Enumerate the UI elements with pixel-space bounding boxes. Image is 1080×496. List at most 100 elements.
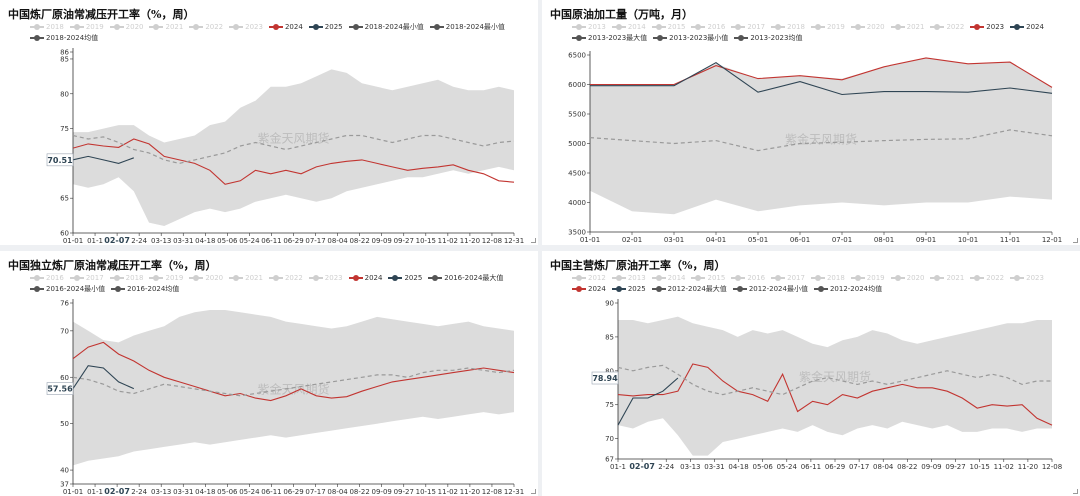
legend-item[interactable]: 2012-2024最小值 [732, 284, 808, 295]
legend-label: 2013-2023最小值 [669, 34, 729, 42]
x-tick-label: 04-01 [706, 236, 726, 244]
legend-item[interactable]: 2021 [229, 273, 263, 284]
legend-item[interactable]: 2023 [1010, 273, 1044, 284]
legend-item[interactable]: 2018-2024最小值 [348, 22, 424, 33]
x-tick-label: 10-01 [958, 236, 978, 244]
x-tick-label: 07-17 [849, 463, 869, 471]
resize-handle[interactable] [1073, 489, 1078, 494]
legend-label: 2017 [747, 23, 766, 31]
legend-item[interactable]: 2025 [388, 273, 422, 284]
legend-item[interactable]: 2022 [930, 22, 964, 33]
legend-label: 2018 [46, 23, 64, 31]
chart-title: 中国独立炼厂原油常减压开工率（%，周） [8, 259, 217, 272]
legend-item[interactable]: 2023 [229, 22, 263, 33]
legend-item[interactable]: 2016 [30, 273, 64, 284]
legend-item[interactable]: 2019 [69, 22, 104, 33]
x-tick-label: 07-17 [305, 488, 325, 496]
legend-swatch [229, 24, 244, 30]
last-value-box [46, 153, 74, 167]
legend-item[interactable]: 2018 [30, 22, 64, 33]
legend-item[interactable]: 2025 [611, 284, 646, 295]
legend-item[interactable]: 2017 [771, 273, 805, 284]
legend-item[interactable]: 2021 [149, 22, 183, 33]
legend-item[interactable]: 2024 [348, 273, 382, 284]
legend-item[interactable]: 2015 [651, 22, 685, 33]
legend-item[interactable]: 2024 [572, 284, 606, 295]
legend-item[interactable]: 2020 [189, 273, 223, 284]
x-tick-label: 01-01 [63, 237, 83, 245]
legend-item[interactable]: 2019 [810, 22, 845, 33]
legend-item[interactable]: 2017 [69, 273, 104, 284]
legend-label: 2015 [707, 274, 726, 282]
resize-handle[interactable] [1073, 238, 1078, 243]
x-tick-label: 2-24 [658, 463, 674, 471]
legend-item[interactable]: 2012 [572, 273, 606, 284]
legend-item[interactable]: 2018 [109, 273, 143, 284]
legend-item[interactable]: 2018-2024最小值 [429, 22, 505, 33]
y-tick-label: 60 [60, 230, 69, 238]
legend-swatch [1010, 24, 1025, 30]
legend-item[interactable]: 2020 [850, 22, 885, 33]
legend-item[interactable]: 2020 [109, 22, 143, 33]
legend-item[interactable]: 2013-2023最大值 [572, 33, 647, 44]
legend-swatch [109, 24, 124, 30]
legend-item[interactable]: 2021 [930, 273, 964, 284]
legend-item[interactable]: 2025 [308, 22, 343, 33]
legend-label: 2022 [205, 23, 224, 31]
legend-item[interactable]: 2018 [771, 22, 805, 33]
legend-label: 2020 [906, 274, 925, 282]
resize-handle[interactable] [531, 489, 536, 494]
legend-item[interactable]: 2022 [189, 22, 223, 33]
x-tick-label: 05-06 [217, 488, 238, 496]
legend-item[interactable]: 2023 [970, 22, 1004, 33]
x-tick-label: 2-24 [131, 488, 147, 496]
legend-item[interactable]: 2016-2024均值 [111, 284, 179, 295]
legend-item[interactable]: 2012-2024均值 [813, 284, 882, 295]
x-tick-label: 03-01 [664, 236, 684, 244]
legend-item[interactable]: 2016 [691, 22, 725, 33]
legend-item[interactable]: 2019 [850, 273, 885, 284]
legend-item[interactable]: 2013 [611, 273, 646, 284]
chart-legend: 2013 2014 2015 2016 2017 2018 2019 2020 2021 2022… [572, 22, 1072, 44]
x-tick-label: 09-09 [372, 237, 392, 245]
legend-item[interactable]: 2016-2024最小值 [30, 284, 105, 295]
legend-swatch [30, 275, 44, 281]
legend-item[interactable]: 2018-2024均值 [30, 33, 98, 44]
legend-item[interactable]: 2018 [810, 273, 845, 284]
legend-swatch [189, 24, 204, 30]
legend-swatch [149, 275, 164, 281]
legend-item[interactable]: 2024 [1010, 22, 1044, 33]
legend-item[interactable]: 2016-2024最大值 [428, 273, 503, 284]
legend-item[interactable]: 2016 [731, 273, 765, 284]
legend-item[interactable]: 2021 [890, 22, 925, 33]
range-band [590, 57, 1052, 215]
legend-swatch [572, 275, 586, 281]
legend-item[interactable]: 2012-2024最大值 [651, 284, 727, 295]
legend-item[interactable]: 2013 [572, 22, 606, 33]
legend-swatch [30, 286, 44, 292]
x-tick-label: 03-31 [704, 463, 724, 471]
legend-item[interactable]: 2013-2023最小值 [653, 33, 728, 44]
legend-item[interactable]: 2019 [149, 273, 183, 284]
legend-swatch [930, 24, 945, 30]
legend-swatch [229, 275, 244, 281]
legend-item[interactable]: 2014 [611, 22, 646, 33]
x-tick-label: 09-27 [394, 237, 414, 245]
legend-item[interactable]: 2022 [970, 273, 1004, 284]
legend-item[interactable]: 2022 [268, 273, 303, 284]
y-tick-label: 76 [60, 300, 69, 308]
legend-item[interactable]: 2024 [268, 22, 303, 33]
resize-handle[interactable] [531, 238, 536, 243]
legend-label: 2021 [245, 274, 263, 282]
legend-item[interactable]: 2015 [691, 273, 725, 284]
legend-item[interactable]: 2020 [890, 273, 925, 284]
y-tick-label: 85 [605, 333, 614, 341]
legend-label: 2021 [906, 23, 925, 31]
legend-label: 2019 [826, 23, 845, 31]
legend-item[interactable]: 2013-2023均值 [734, 33, 802, 44]
legend-item[interactable]: 2023 [308, 273, 343, 284]
legend-item[interactable]: 2017 [731, 22, 765, 33]
y-tick-label: 4000 [568, 199, 586, 207]
legend-swatch [429, 24, 444, 30]
legend-item[interactable]: 2014 [651, 273, 685, 284]
